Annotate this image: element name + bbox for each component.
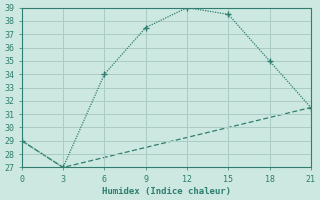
X-axis label: Humidex (Indice chaleur): Humidex (Indice chaleur) xyxy=(102,187,231,196)
